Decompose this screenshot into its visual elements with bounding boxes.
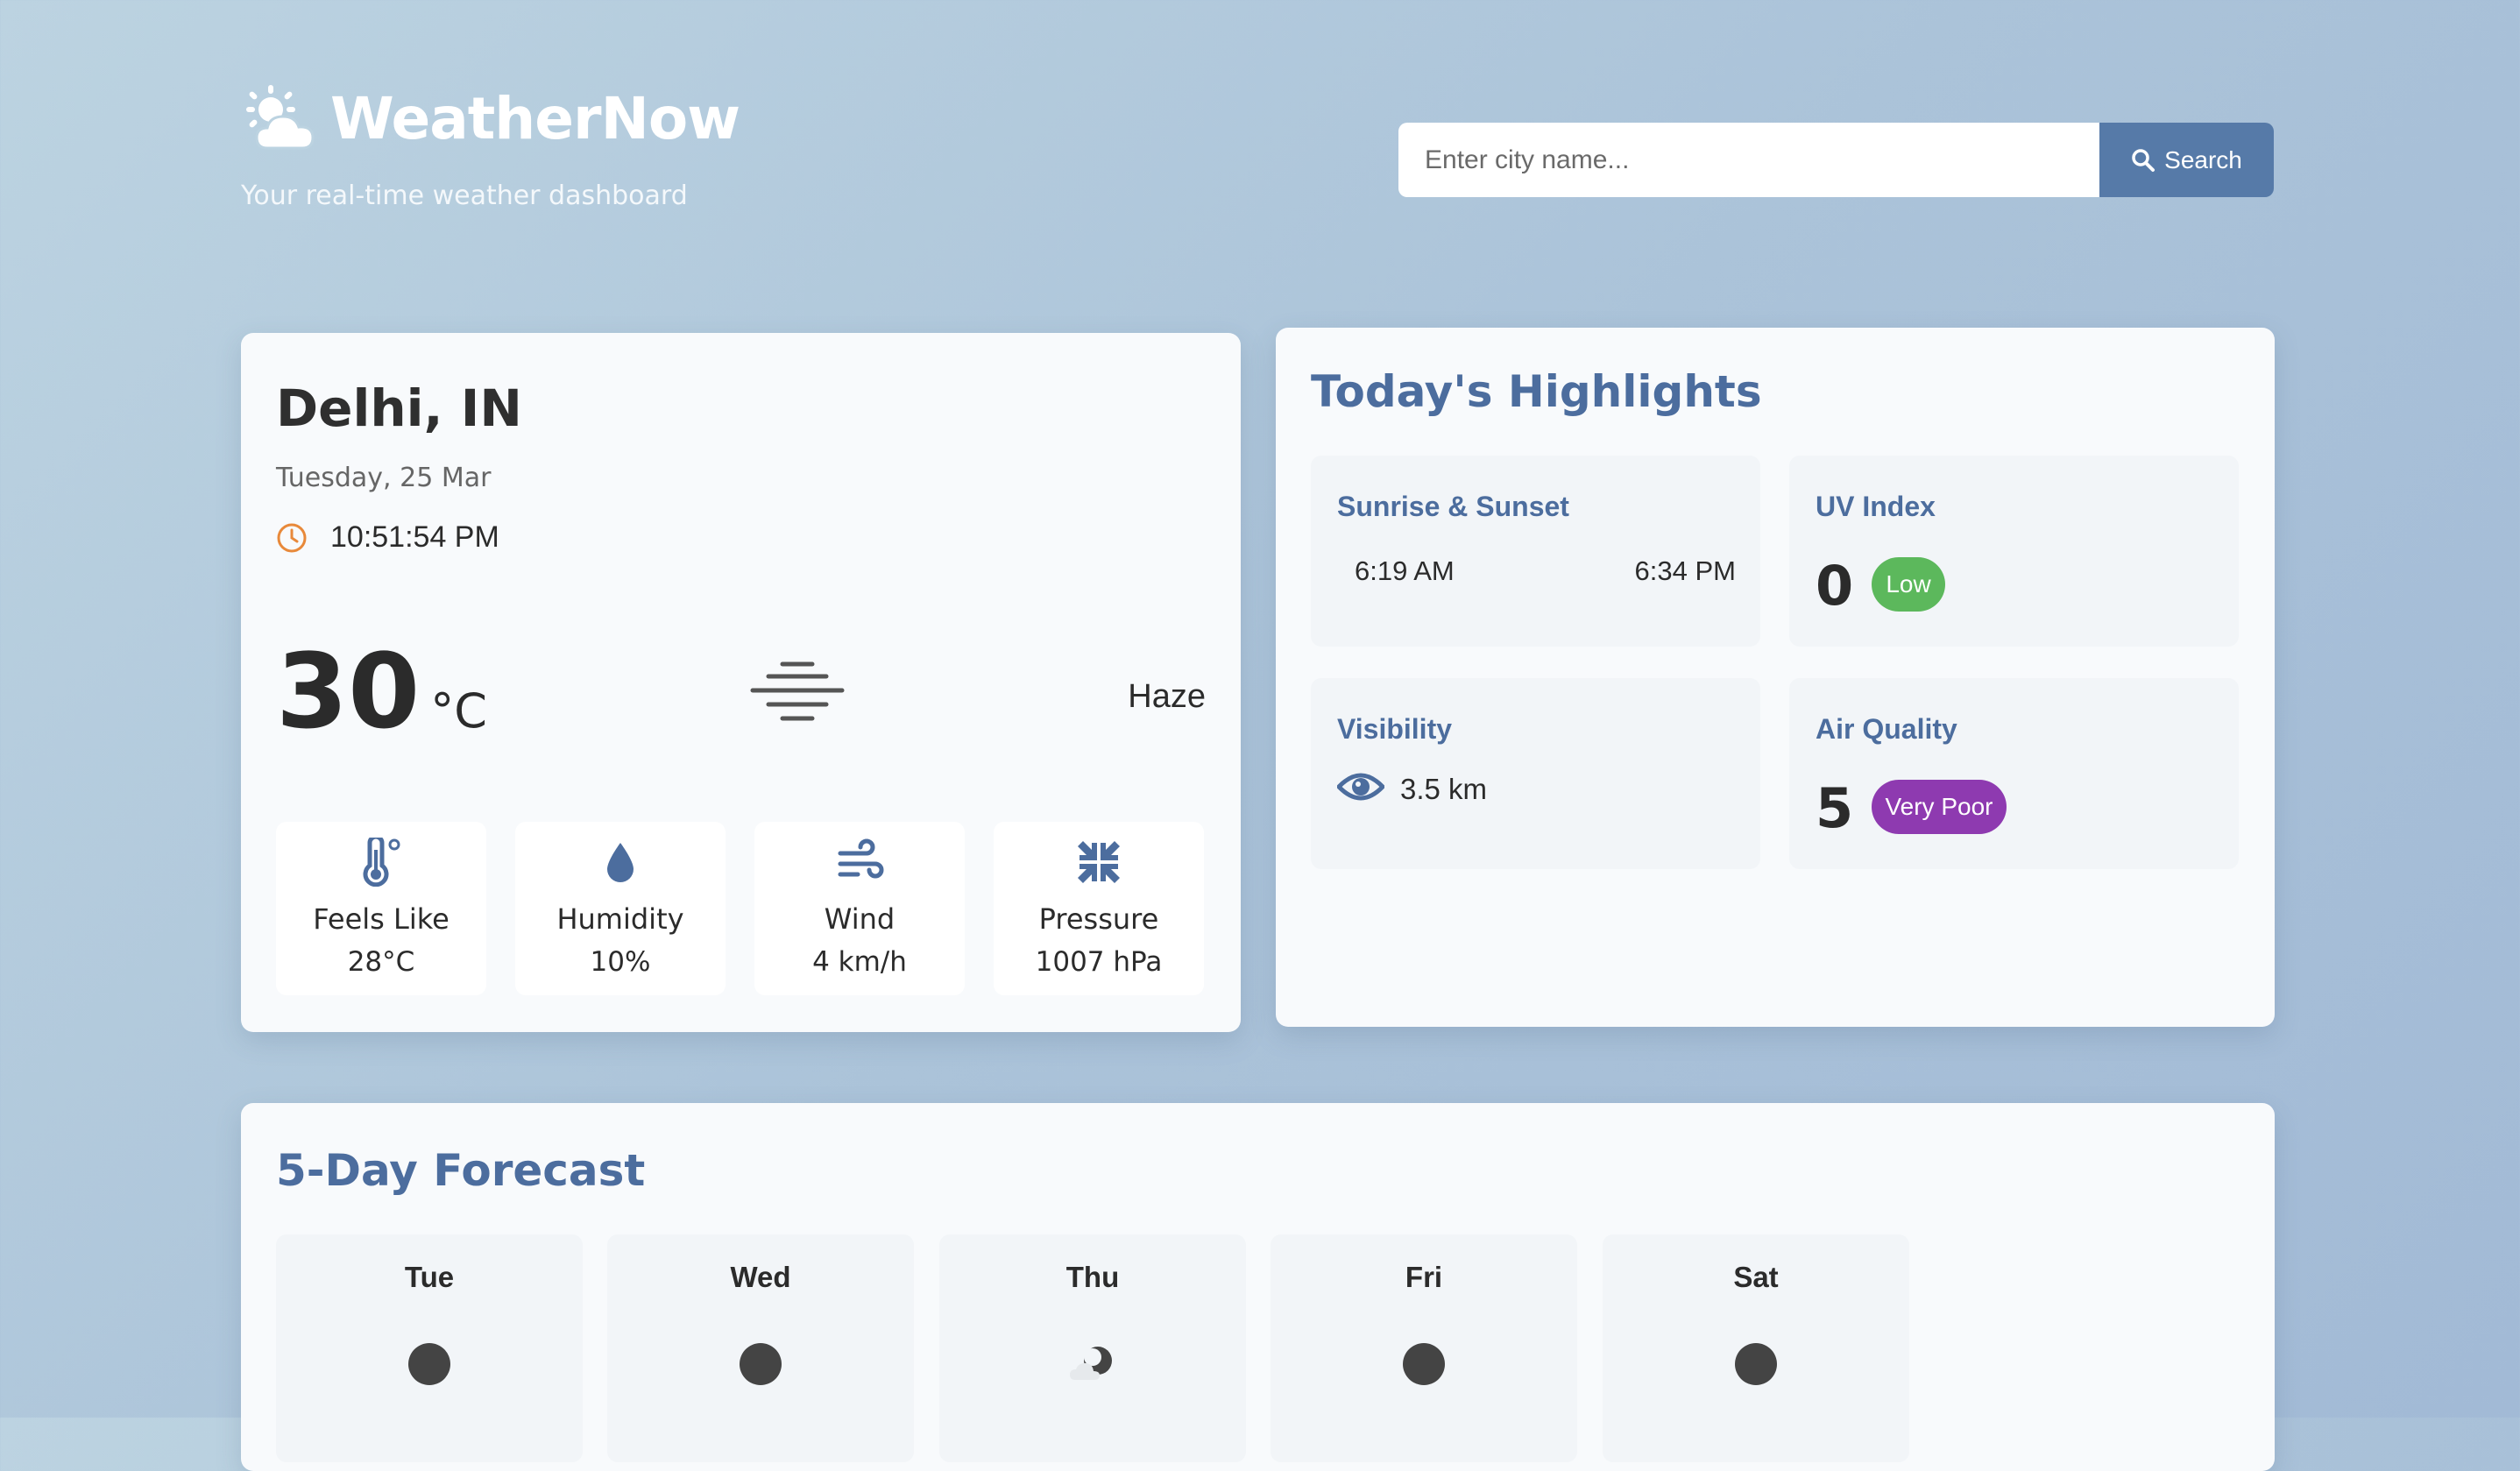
moon-cloud-icon (1070, 1347, 1112, 1380)
search-icon (2132, 148, 2155, 172)
dark-circle-icon (1403, 1343, 1445, 1385)
forecast-day-card: Wed (607, 1234, 914, 1462)
current-time-row: 10:51:54 PM (276, 520, 499, 555)
sun-cloud-icon (246, 85, 315, 150)
stat-value: 1007 hPa (1035, 946, 1163, 978)
stat-value: 4 km/h (812, 946, 907, 978)
temperature-display: 30 °C (276, 640, 487, 743)
haze-icon (750, 661, 845, 721)
sunrise-sunset-tile: Sunrise & Sunset 6:19 AM 6:34 PM (1311, 456, 1760, 647)
forecast-day-name: Tue (404, 1261, 455, 1293)
stat-feels-like: Feels Like 28°C (276, 822, 486, 995)
eye-icon (1337, 773, 1384, 801)
forecast-day-name: Wed (730, 1261, 791, 1293)
current-date: Tuesday, 25 Mar (276, 463, 492, 493)
air-quality-value: 5 (1816, 776, 1854, 840)
uv-index-value: 0 (1816, 554, 1854, 618)
weather-condition: Haze (1128, 678, 1206, 715)
clock-icon (277, 523, 307, 552)
search-bar: Search (1398, 123, 2274, 197)
droplet-icon (607, 843, 634, 882)
uv-index-tile: UV Index 0 Low (1789, 456, 2239, 647)
forecast-day-card: Sat (1603, 1234, 1909, 1462)
tile-title: Visibility (1337, 713, 1453, 745)
forecast-card: 5-Day Forecast Tue Wed Thu Fri Sat (241, 1103, 2275, 1471)
stat-label: Pressure (1038, 902, 1159, 936)
stat-value: 28°C (347, 946, 415, 978)
dark-circle-icon (408, 1343, 450, 1385)
temperature-value: 30 (276, 631, 421, 752)
forecast-day-name: Fri (1405, 1261, 1443, 1293)
stat-label: Humidity (556, 902, 684, 936)
visibility-value: 3.5 km (1400, 773, 1488, 805)
current-time: 10:51:54 PM (330, 520, 499, 554)
stat-humidity: Humidity 10% (515, 822, 726, 995)
forecast-title: 5-Day Forecast (276, 1145, 646, 1196)
forecast-day-card: Tue (276, 1234, 583, 1462)
tile-title: UV Index (1816, 491, 1936, 522)
visibility-tile: Visibility 3.5 km (1311, 678, 1760, 869)
temperature-unit: °C (430, 683, 487, 739)
city-name: Delhi, IN (276, 378, 522, 438)
forecast-day-card: Fri (1271, 1234, 1577, 1462)
sunset-time: 6:34 PM (1634, 555, 1736, 586)
highlights-card: Today's Highlights Sunrise & Sunset 6:19… (1276, 328, 2275, 1027)
forecast-day-name: Sat (1733, 1261, 1779, 1293)
sunrise-time: 6:19 AM (1355, 555, 1455, 586)
brand: WeatherNow (241, 83, 740, 153)
forecast-day-card: Thu (939, 1234, 1246, 1462)
highlights-title: Today's Highlights (1311, 366, 1762, 417)
search-button[interactable]: Search (2099, 123, 2274, 197)
stat-label: Feels Like (313, 902, 449, 936)
app-title: WeatherNow (330, 84, 740, 152)
wind-icon (838, 838, 884, 879)
stat-value: 10% (590, 946, 651, 978)
dark-circle-icon (740, 1343, 782, 1385)
dark-circle-icon (1735, 1343, 1777, 1385)
search-input[interactable] (1398, 123, 2099, 197)
thermometer-icon (363, 838, 400, 887)
stat-wind: Wind 4 km/h (754, 822, 965, 995)
uv-level-badge: Low (1872, 557, 1945, 612)
forecast-day-name: Thu (1065, 1261, 1120, 1293)
air-quality-tile: Air Quality 5 Very Poor (1789, 678, 2239, 869)
app-tagline: Your real-time weather dashboard (241, 180, 688, 211)
current-weather-card: Delhi, IN Tuesday, 25 Mar 10:51:54 PM 30… (241, 333, 1241, 1032)
compress-icon (1078, 841, 1120, 883)
tile-title: Air Quality (1816, 713, 1957, 745)
tile-title: Sunrise & Sunset (1337, 491, 1569, 522)
search-button-label: Search (2164, 145, 2242, 173)
stat-pressure: Pressure 1007 hPa (994, 822, 1204, 995)
air-quality-badge: Very Poor (1872, 780, 2007, 834)
stat-label: Wind (824, 902, 895, 936)
